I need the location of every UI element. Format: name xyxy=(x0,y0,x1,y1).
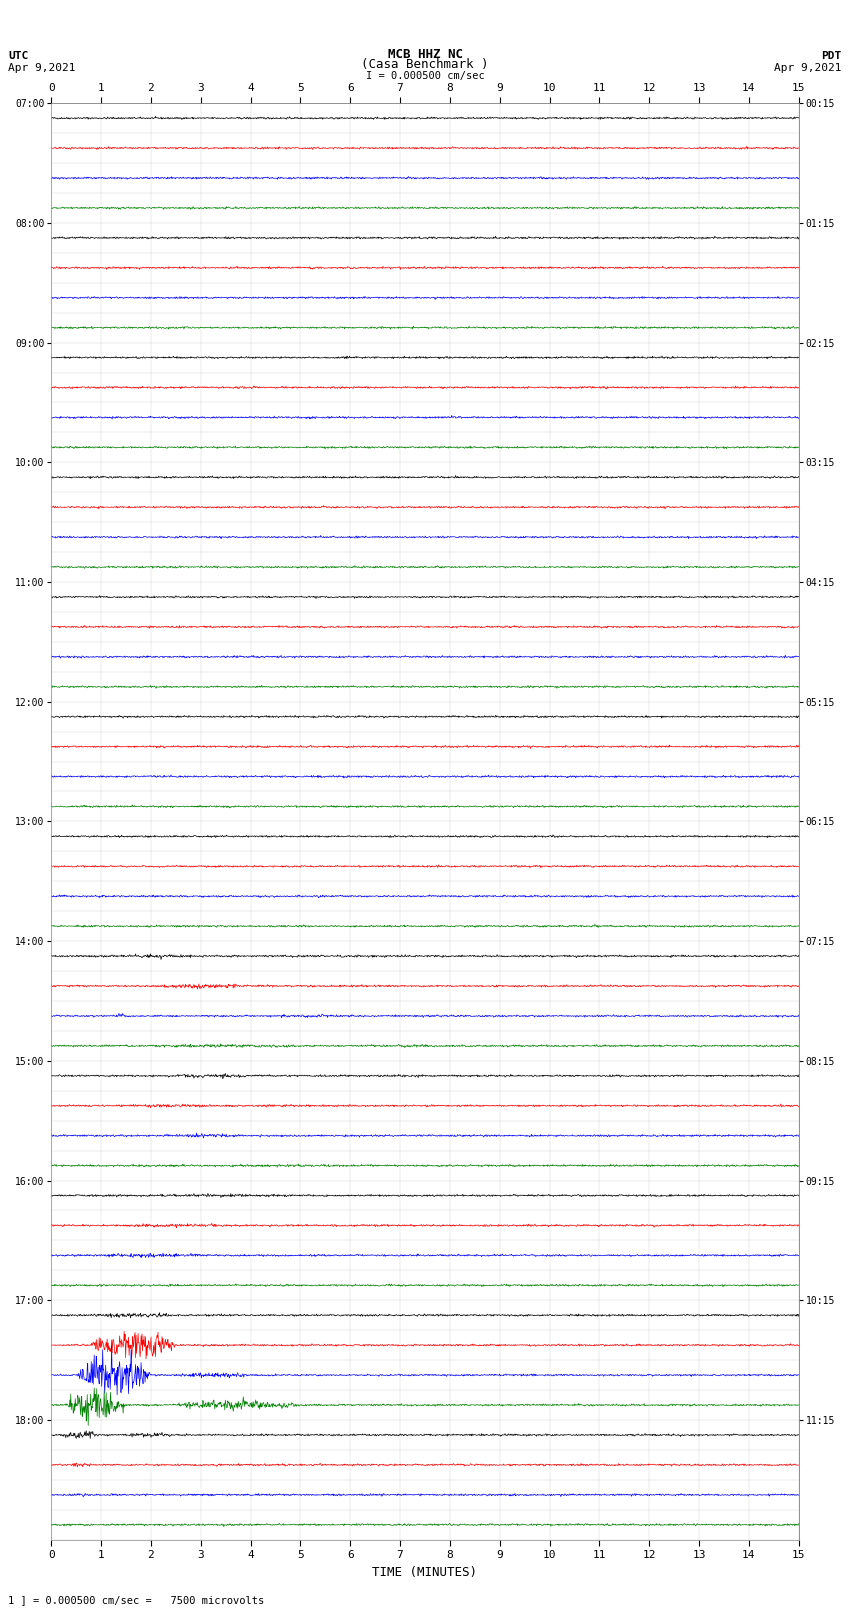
Text: Apr 9,2021: Apr 9,2021 xyxy=(774,63,842,73)
X-axis label: TIME (MINUTES): TIME (MINUTES) xyxy=(372,1566,478,1579)
Text: 1 ] = 0.000500 cm/sec =   7500 microvolts: 1 ] = 0.000500 cm/sec = 7500 microvolts xyxy=(8,1595,264,1605)
Text: (Casa Benchmark ): (Casa Benchmark ) xyxy=(361,58,489,71)
Text: PDT: PDT xyxy=(821,52,842,61)
Text: Apr 9,2021: Apr 9,2021 xyxy=(8,63,76,73)
Text: MCB HHZ NC: MCB HHZ NC xyxy=(388,48,462,61)
Text: UTC: UTC xyxy=(8,52,29,61)
Text: I = 0.000500 cm/sec: I = 0.000500 cm/sec xyxy=(366,71,484,81)
